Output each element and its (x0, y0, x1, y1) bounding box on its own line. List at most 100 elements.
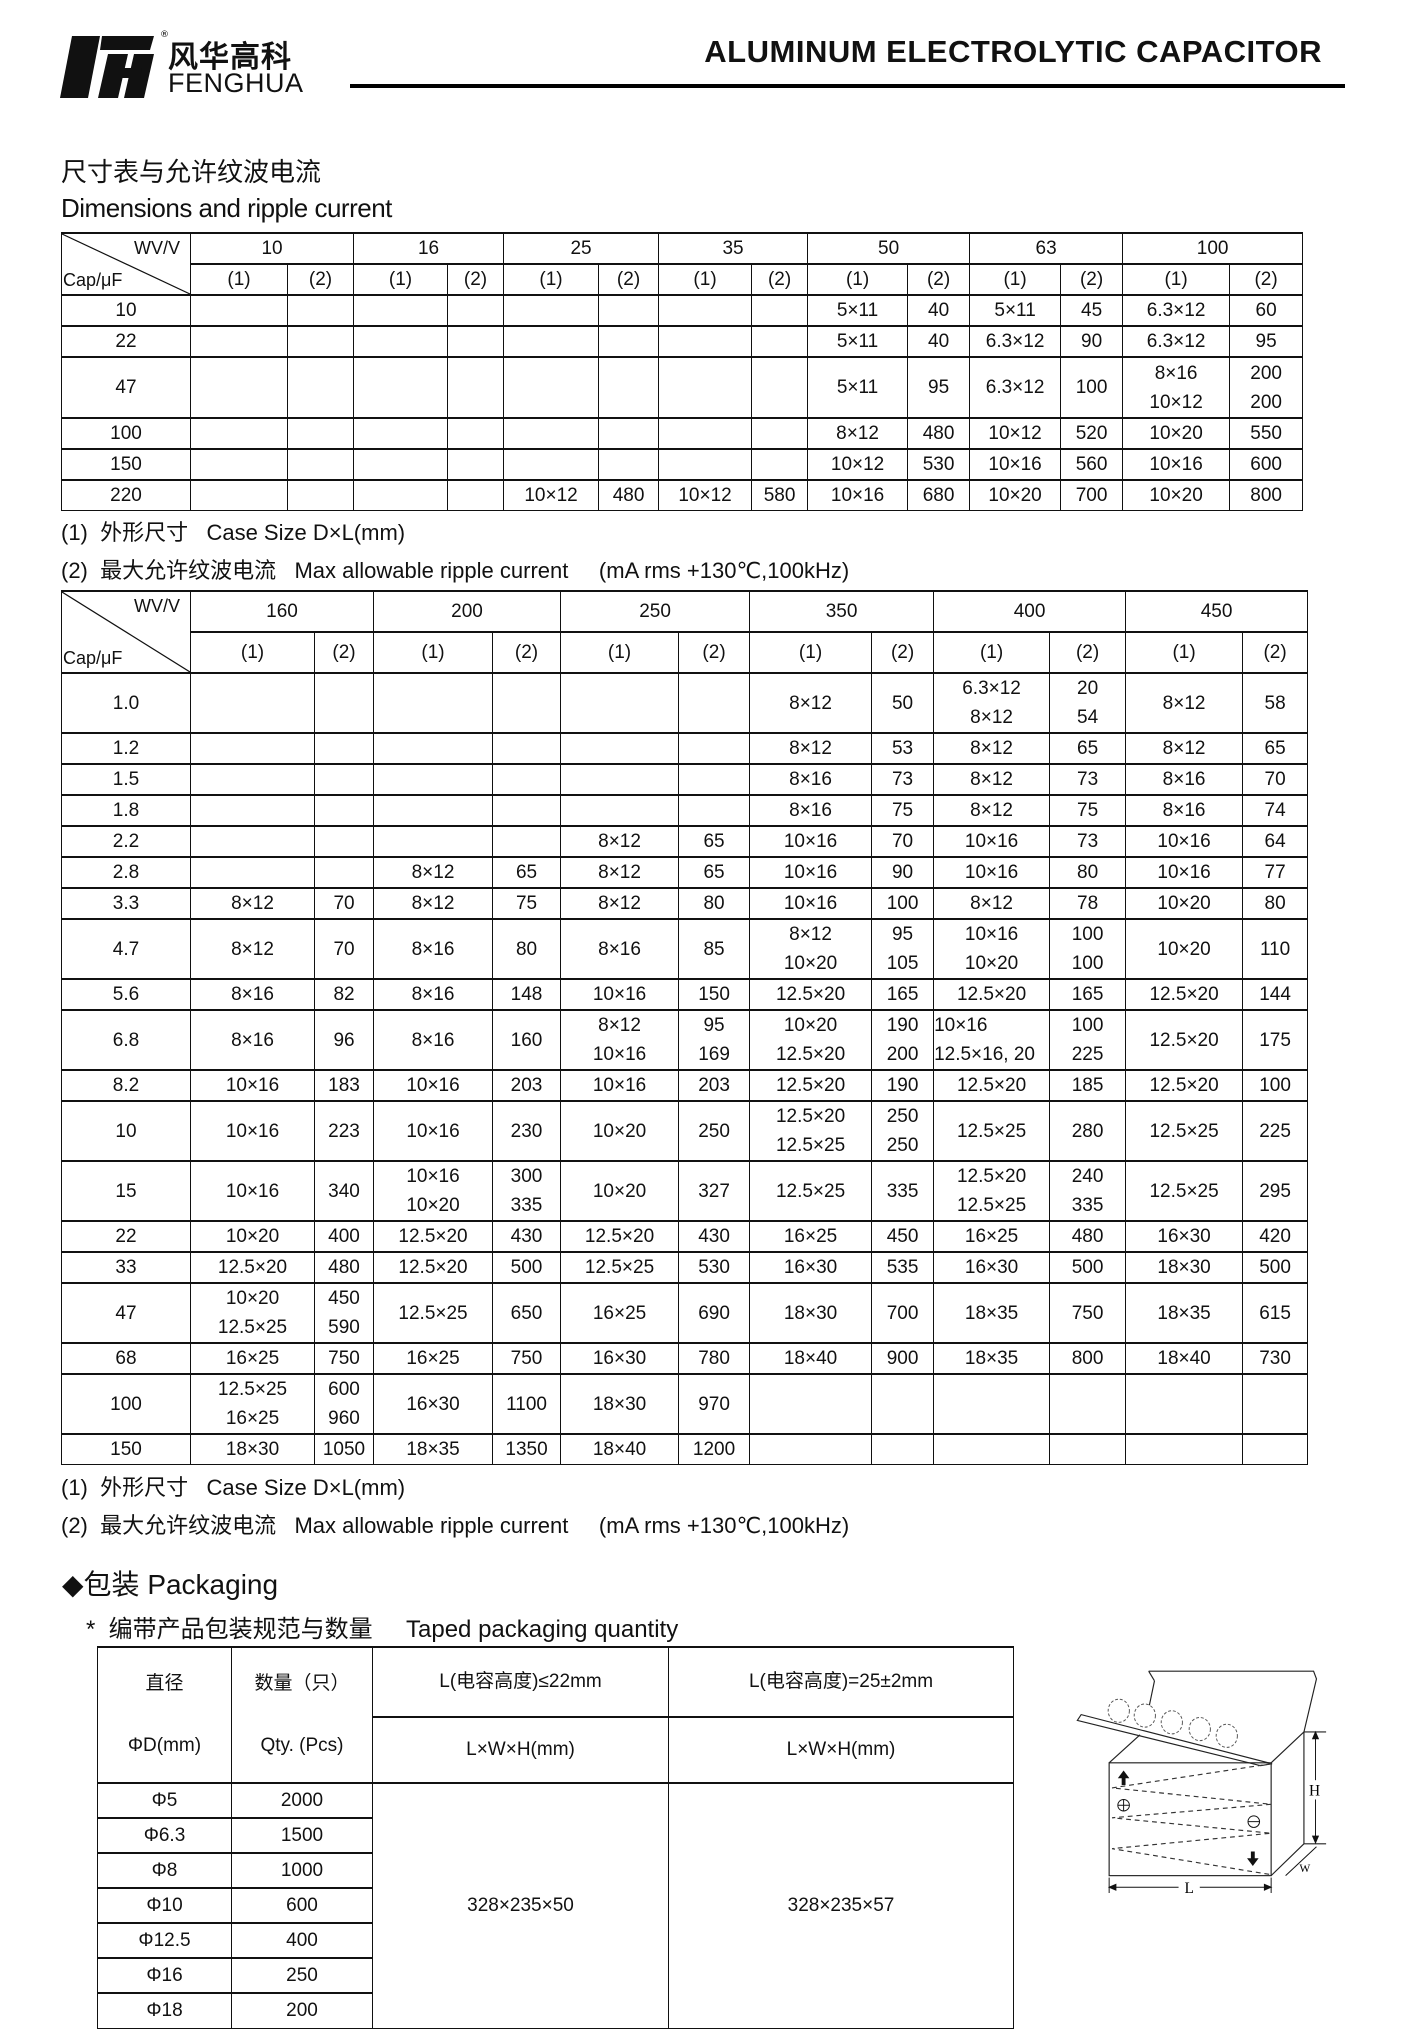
ripple-current-cell: 50 (871, 672, 935, 734)
ripple-current-cell: 240 335 (1049, 1160, 1127, 1222)
case-size-cell: 8×12 10×16 (560, 1009, 680, 1071)
case-size-cell (503, 294, 600, 327)
header-row-sub: (1) (2) (1) (2) (1) (2) (1) (2) (1) (2) (1) (2) (61, 631, 1309, 674)
voltage-header: 25 (503, 232, 660, 265)
case-size-cell (373, 794, 494, 827)
table-row: 6.8 8×16 96 8×16 160 8×12 10×16 95 169 10×20 12… (61, 1009, 1309, 1071)
corner-header-cell: WV/V Cap/μF (61, 232, 191, 296)
ripple-current-cell: 65 (678, 825, 751, 858)
case-size-cell: 18×40 (749, 1342, 873, 1375)
corner-label-capacitance: Cap/μF (63, 648, 123, 668)
case-size-cell: 12.5×20 12.5×25 (933, 1160, 1051, 1222)
case-size-cell (190, 672, 315, 734)
table-row: 8.2 10×16 183 10×16 203 10×16 203 12.5×20 190 12.… (61, 1069, 1309, 1102)
sub-header: (2) (751, 263, 809, 296)
ripple-current-cell (1242, 1433, 1309, 1465)
sub-header: (2) (1049, 631, 1127, 674)
case-size-cell: 16×25 (560, 1282, 680, 1344)
sub-header: (1) (373, 631, 494, 674)
capacitance-cell: 5.6 (61, 978, 191, 1011)
case-size-cell (560, 732, 680, 765)
case-size-cell: 10×16 12.5×16, 20 (933, 1009, 1051, 1071)
capacitance-cell: 1.5 (61, 763, 191, 796)
capacitance-cell: 15 (61, 1160, 191, 1222)
ripple-current-cell: 90 (1060, 325, 1124, 358)
case-size-cell: 16×25 (190, 1342, 315, 1375)
header-lwh-2: L×W×H(mm) (668, 1716, 1014, 1784)
logo-mark-icon: ® (60, 30, 169, 98)
ripple-current-cell: 77 (1242, 856, 1309, 889)
sub-header: (2) (447, 263, 505, 296)
ripple-current-cell (492, 763, 562, 796)
table-row: 4.7 8×12 70 8×16 80 8×16 85 8×12 10×20 95 105 10×… (61, 918, 1309, 980)
case-size-cell: 12.5×20 (560, 1220, 680, 1253)
ripple-current-cell (598, 325, 660, 358)
header-row-voltage: WV/V Cap/μF 160 200 250 350 400 450 (61, 590, 1309, 674)
sub-header: (2) (313, 631, 375, 674)
table-row: 1.2 8×12 53 8×12 65 8×12 65 (61, 732, 1309, 765)
ripple-current-cell: 160 (492, 1009, 562, 1071)
case-size-cell: 10×12 (658, 479, 753, 511)
diameter-cell: Φ18 (97, 1992, 232, 2029)
voltage-header: 250 (560, 590, 751, 633)
table-row: 10 10×16 223 10×16 230 10×20 250 12.5×20 12.5×2… (61, 1100, 1309, 1162)
sub-header: (2) (678, 631, 751, 674)
case-size-cell: 8×12 (933, 732, 1051, 765)
capacitance-cell: 150 (61, 448, 191, 481)
ripple-current-cell: 430 (678, 1220, 751, 1253)
ripple-current-cell (313, 856, 375, 889)
case-size-cell: 10×12 (503, 479, 600, 511)
ripple-current-cell: 75 (1049, 794, 1127, 827)
ripple-current-cell: 700 (1060, 479, 1124, 511)
case-size-cell: 18×30 (1125, 1251, 1244, 1284)
header-row-sub: (1) (2) (1) (2) (1) (2) (1) (2) (1) (2) (1) (2) (1)(… (61, 263, 1304, 296)
case-size-cell (503, 356, 600, 419)
ripple-current-cell: 230 (492, 1100, 562, 1162)
voltage-header: 450 (1125, 590, 1309, 633)
ripple-current-cell: 335 (871, 1160, 935, 1222)
capacitance-cell: 1.8 (61, 794, 191, 827)
diagonal-divider (62, 592, 190, 672)
ripple-current-cell: 45 (1060, 294, 1124, 327)
sub-header: (2) (492, 631, 562, 674)
packaging-title: ◆包装 Packaging (62, 1569, 279, 1600)
quantity-cell: 400 (231, 1922, 373, 1959)
ripple-current-cell: 95 169 (678, 1009, 751, 1071)
case-size-cell: 18×35 (933, 1342, 1051, 1375)
ripple-current-cell: 550 (1229, 417, 1304, 450)
quantity-cell: 200 (231, 1992, 373, 2029)
sub-header: (2) (598, 263, 660, 296)
arrow-down-icon (1247, 1851, 1259, 1866)
ripple-current-cell: 223 (313, 1100, 375, 1162)
table-row: 150 18×30 1050 18×35 1350 18×40 1200 (61, 1433, 1309, 1465)
packaging-subtitle: * 编带产品包装规范与数量 Taped packaging quantity (86, 1616, 679, 1643)
case-size-cell: 10×16 (749, 856, 873, 889)
voltage-header: 16 (353, 232, 505, 265)
quantity-cell: 2000 (231, 1782, 373, 1819)
case-size-cell: 8×16 (373, 1009, 494, 1071)
case-size-cell: 5×11 (969, 294, 1062, 327)
table-row: 15 10×16 340 10×16 10×20 300 335 10×20 327 12.5… (61, 1160, 1309, 1222)
case-size-cell: 12.5×20 (933, 1069, 1051, 1102)
header-qty-cn: 数量（只） (254, 1673, 350, 1694)
ripple-current-cell: 90 (871, 856, 935, 889)
table-row: 3.3 8×12 70 8×12 75 8×12 80 10×16 100 8×12 78 10×20… (61, 887, 1309, 920)
ripple-current-cell (678, 763, 751, 796)
ripple-current-cell: 970 (678, 1373, 751, 1435)
ripple-current-cell: 500 (1049, 1251, 1127, 1284)
case-size-cell: 12.5×25 (1125, 1160, 1244, 1222)
case-size-cell: 8×12 10×20 (749, 918, 873, 980)
case-size-cell (373, 732, 494, 765)
ripple-current-cell (598, 356, 660, 419)
quantity-cell: 600 (231, 1887, 373, 1924)
ripple-current-cell (678, 672, 751, 734)
case-size-cell (749, 1373, 873, 1435)
ripple-current-cell: 95 (1229, 325, 1304, 358)
ripple-current-cell: 780 (678, 1342, 751, 1375)
case-size-cell: 8×16 (1125, 763, 1244, 796)
ripple-current-cell: 64 (1242, 825, 1309, 858)
case-size-cell: 12.5×20 (373, 1251, 494, 1284)
ripple-current-cell: 80 (1049, 856, 1127, 889)
case-size-cell: 10×16 (190, 1069, 315, 1102)
case-size-cell: 8×12 (1125, 732, 1244, 765)
